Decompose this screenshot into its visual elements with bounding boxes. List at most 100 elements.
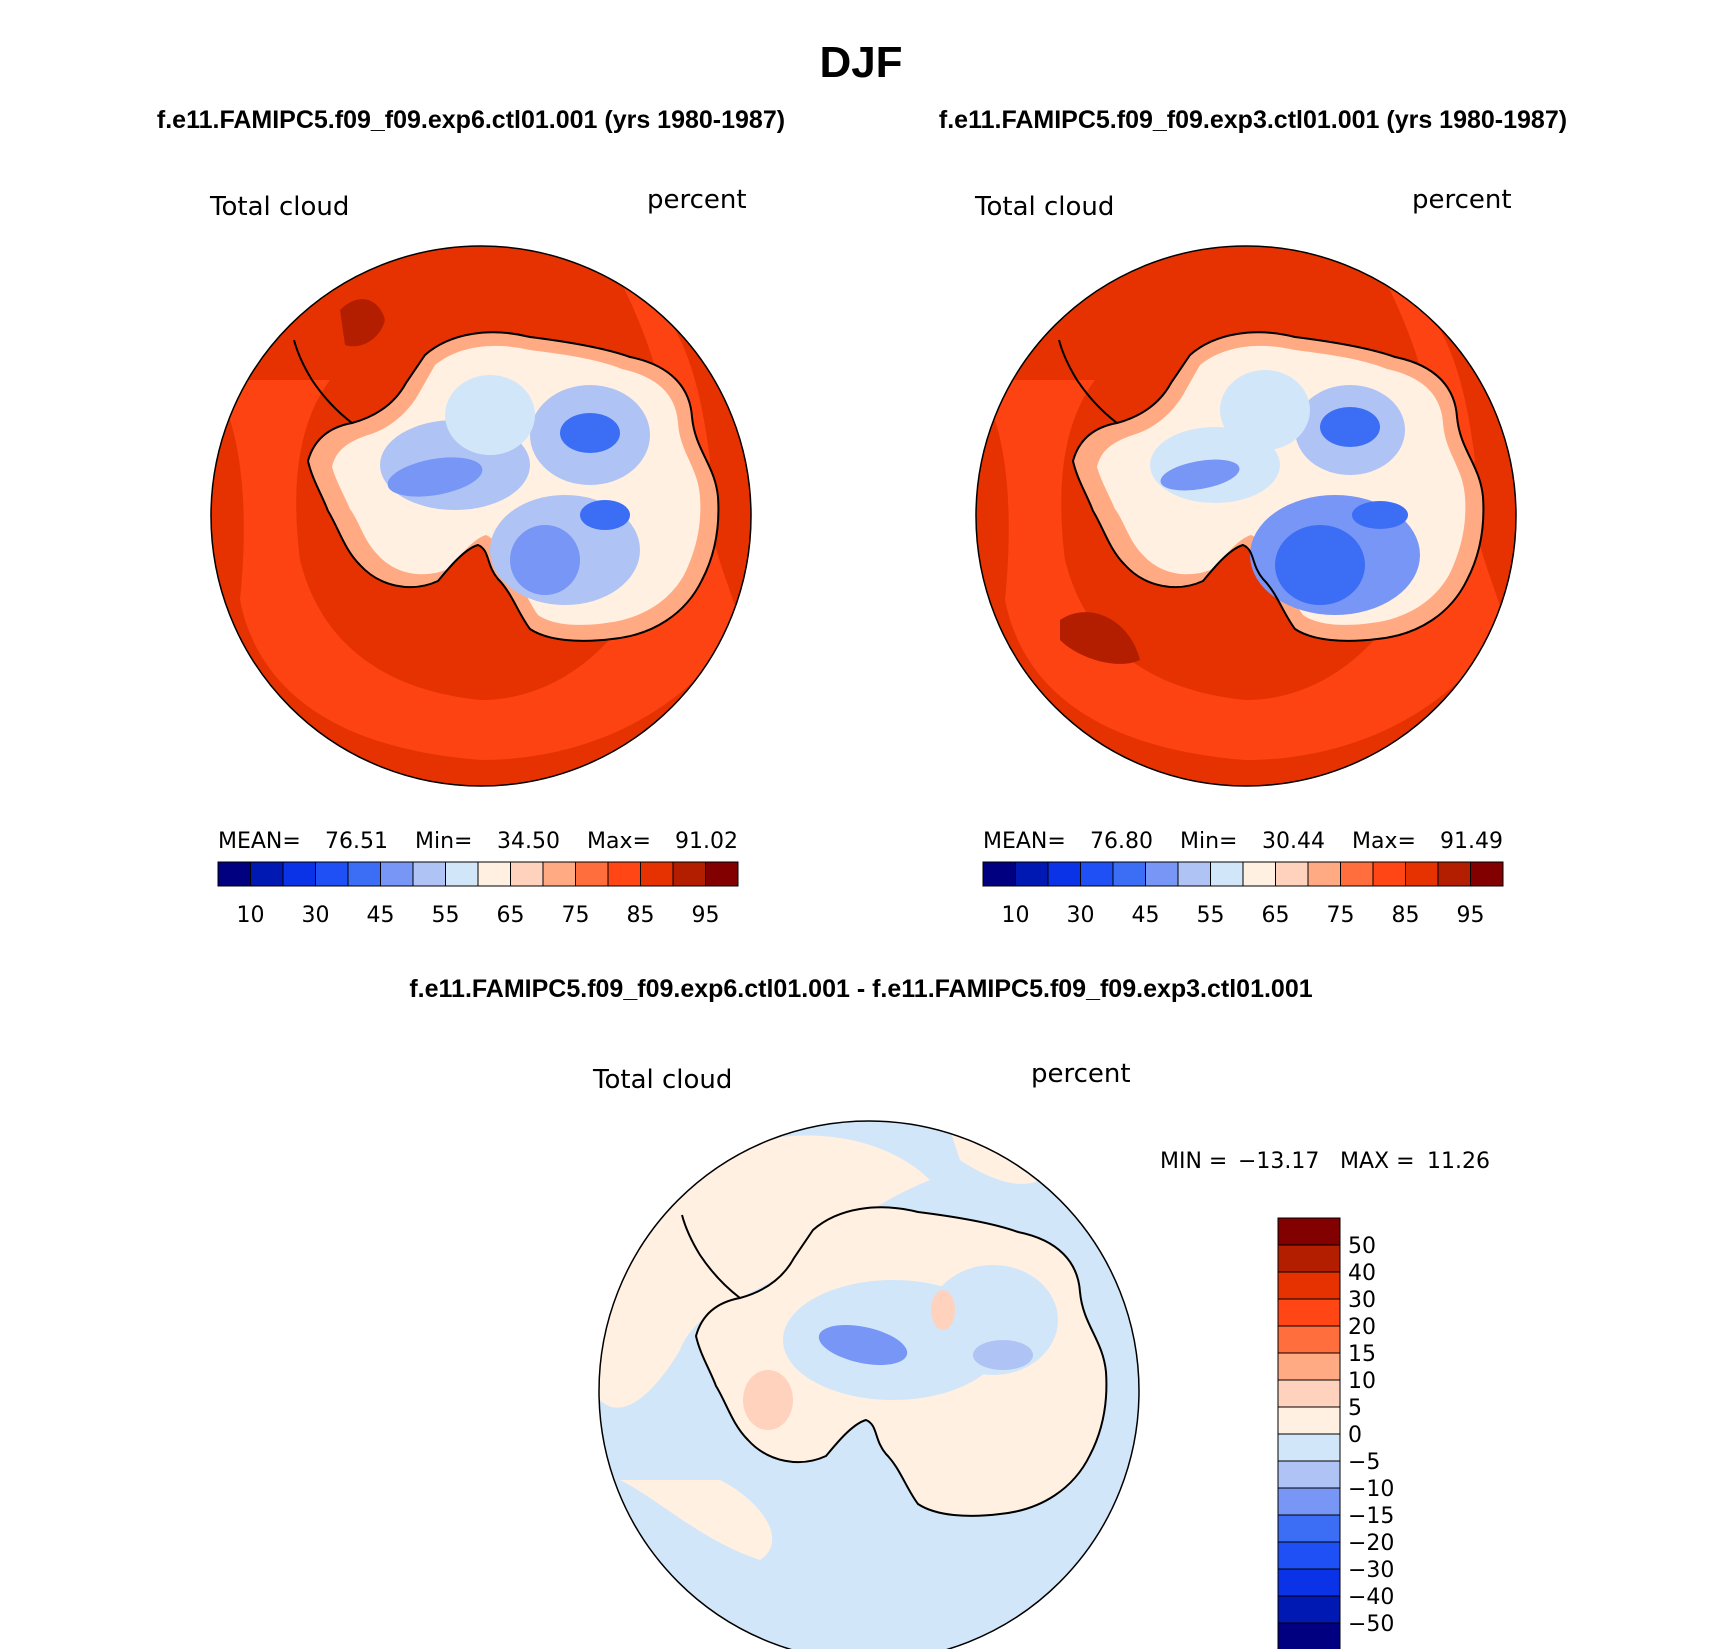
colorbar-panel1-tick-label: 10	[237, 903, 265, 928]
colorbar-panel1-swatch	[347, 861, 381, 887]
map-panel-3	[598, 1120, 1140, 1649]
colorbar-panel2-tick-label: 85	[1392, 903, 1420, 928]
panel1-max-value: 91.02	[675, 829, 738, 854]
colorbar-panel2-tick-label: 30	[1067, 903, 1095, 928]
colorbar-panel1-swatch	[640, 861, 674, 887]
colorbar-panel2-swatch	[1470, 861, 1504, 887]
colorbar-diff-swatch	[1277, 1298, 1341, 1327]
panel3-min-label: MIN =	[1160, 1149, 1227, 1174]
colorbar-panel1-swatch	[315, 861, 349, 887]
panel1-max-label: Max=	[587, 829, 651, 854]
panel3-units: percent	[1031, 1059, 1131, 1089]
map-panel-2	[975, 245, 1517, 787]
colorbar-diff-tick-label: 5	[1348, 1396, 1362, 1421]
colorbar-diff-swatch	[1277, 1406, 1341, 1435]
panel1-min-label: Min=	[415, 829, 472, 854]
colorbar-diff-tick-label: −40	[1348, 1585, 1394, 1610]
colorbar-panel2-swatch	[1177, 861, 1211, 887]
panel2-mean-label: MEAN=	[983, 829, 1066, 854]
colorbar-diff-tick-label: 50	[1348, 1234, 1376, 1259]
panel3-min-value: −13.17	[1238, 1149, 1319, 1174]
colorbar-diff-tick-label: 15	[1348, 1342, 1376, 1367]
colorbar-panel2-swatch	[1145, 861, 1179, 887]
colorbar-diff-swatch	[1277, 1460, 1341, 1489]
colorbar-diff-tick-label: −10	[1348, 1477, 1394, 1502]
colorbar-panel1-swatch	[477, 861, 511, 887]
panel3-max-value: 11.26	[1427, 1149, 1490, 1174]
colorbar-diff-tick-label: 40	[1348, 1261, 1376, 1286]
panel3-variable: Total cloud	[592, 1065, 732, 1095]
colorbar-panel2-tick-label: 10	[1002, 903, 1030, 928]
colorbar-panel2-tick-label: 75	[1327, 903, 1355, 928]
colorbar-panel2-tick-label: 65	[1262, 903, 1290, 928]
colorbar-diff-swatch	[1277, 1568, 1341, 1597]
colorbar-diff-tick-label: 20	[1348, 1315, 1376, 1340]
colorbar-diff-swatch	[1277, 1244, 1341, 1273]
colorbar-diff-swatch	[1277, 1487, 1341, 1516]
colorbar-panel1-swatch	[607, 861, 641, 887]
colorbar-panel1-swatch	[282, 861, 316, 887]
panel2-min-label: Min=	[1180, 829, 1237, 854]
panel2-min-value: 30.44	[1262, 829, 1325, 854]
colorbar-panel1-tick-label: 45	[367, 903, 395, 928]
colorbar-panel1-swatch	[542, 861, 576, 887]
panel1-variable: Total cloud	[209, 192, 349, 222]
colorbar-diff-swatch	[1277, 1217, 1341, 1246]
colorbar-panel1-swatch	[217, 861, 251, 887]
colorbar-panel2-tick-label: 45	[1132, 903, 1160, 928]
panel3-max-label: MAX =	[1340, 1149, 1415, 1174]
colorbar-panel2-swatch	[1112, 861, 1146, 887]
colorbar-diff-swatch	[1277, 1379, 1341, 1408]
case1-title: f.e11.FAMIPC5.f09_f09.exp6.ctl01.001 (yr…	[157, 106, 785, 134]
panel2-units: percent	[1412, 185, 1512, 215]
colorbar-panel2-swatch	[1437, 861, 1471, 887]
colorbar-diff-tick-label: −50	[1348, 1612, 1394, 1637]
panel1-min-value: 34.50	[497, 829, 560, 854]
diff-title: f.e11.FAMIPC5.f09_f09.exp6.ctl01.001 - f…	[409, 975, 1312, 1003]
colorbar-diff-tick-label: 30	[1348, 1288, 1376, 1313]
panel1-mean-value: 76.51	[325, 829, 388, 854]
panel3-stats: MIN = −13.17 MAX = 11.26	[1160, 1149, 1490, 1174]
colorbar-panel1-tick-label: 85	[627, 903, 655, 928]
colorbar-panel1-tick-label: 55	[432, 903, 460, 928]
panel1-units: percent	[647, 185, 747, 215]
colorbar-diff-tick-label: −20	[1348, 1531, 1394, 1556]
panel2-variable: Total cloud	[974, 192, 1114, 222]
colorbar-panel2-swatch	[1047, 861, 1081, 887]
colorbar-diff-swatch	[1277, 1352, 1341, 1381]
colorbar-diff-swatch	[1277, 1622, 1341, 1649]
colorbar-diff-tick-label: 10	[1348, 1369, 1376, 1394]
colorbar-diff-tick-label: 0	[1348, 1423, 1362, 1448]
colorbar-diff-swatch	[1277, 1433, 1341, 1462]
colorbar-panel2-swatch	[1372, 861, 1406, 887]
colorbar-panel2-swatch	[1015, 861, 1049, 887]
colorbar-panel1-tick-label: 30	[302, 903, 330, 928]
panel1-mean-label: MEAN=	[218, 829, 301, 854]
colorbar-diff-swatch	[1277, 1595, 1341, 1624]
panel2-max-value: 91.49	[1440, 829, 1503, 854]
season-title: DJF	[819, 38, 902, 87]
colorbar-panel1-swatch	[250, 861, 284, 887]
colorbar-panel2-swatch	[1210, 861, 1244, 887]
colorbar-panel1-swatch	[510, 861, 544, 887]
colorbar-panel1-swatch	[575, 861, 609, 887]
colorbar-panel2-swatch	[982, 861, 1016, 887]
colorbar-panel2: 10 30 45 55 65 75 85 95	[982, 861, 1504, 928]
colorbar-panel2-swatch	[1242, 861, 1276, 887]
colorbar-panel2-swatch	[1275, 861, 1309, 887]
colorbar-panel1-swatch	[380, 861, 414, 887]
colorbar-panel2-swatch	[1307, 861, 1341, 887]
map-panel-1	[210, 245, 752, 787]
colorbar-diff-swatch	[1277, 1541, 1341, 1570]
colorbar-diff-tick-label: −15	[1348, 1504, 1394, 1529]
colorbar-panel1: 10 30 45 55 65 75 85 95	[217, 861, 739, 928]
colorbar-panel1-tick-label: 75	[562, 903, 590, 928]
colorbar-diff-swatch	[1277, 1514, 1341, 1543]
colorbar-panel2-swatch	[1340, 861, 1374, 887]
colorbar-panel2-swatch	[1080, 861, 1114, 887]
colorbar-diff-tick-label: −30	[1348, 1558, 1394, 1583]
colorbar-diff-swatch	[1277, 1271, 1341, 1300]
colorbar-panel2-tick-label: 95	[1457, 903, 1485, 928]
